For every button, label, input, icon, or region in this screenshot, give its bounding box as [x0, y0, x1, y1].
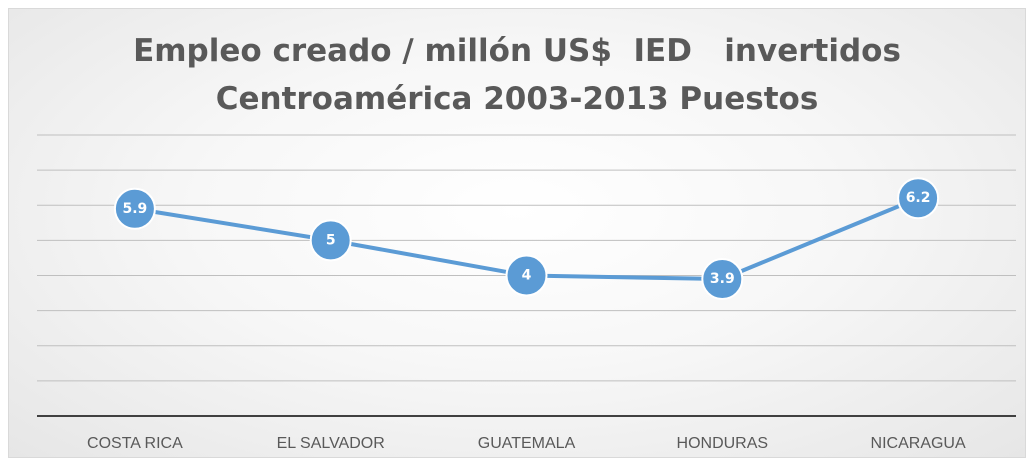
data-point	[113, 187, 156, 230]
data-label: 6.2	[906, 190, 931, 206]
chart-subtitle: Centroamérica 2003-2013 Puestos	[215, 81, 819, 117]
data-label: 3.9	[710, 271, 735, 287]
data-label: 5.9	[122, 201, 147, 217]
x-tick-label: HONDURAS	[677, 435, 769, 452]
data-point	[505, 254, 548, 297]
chart-container: Empleo creado / millón US$ IED invertido…	[8, 8, 1026, 458]
x-tick-label: NICARAGUA	[871, 435, 966, 452]
x-tick-label: GUATEMALA	[478, 435, 576, 452]
x-tick-label: EL SALVADOR	[277, 435, 385, 452]
chart-title: Empleo creado / millón US$ IED invertido…	[133, 33, 901, 69]
data-label: 4	[522, 268, 532, 284]
data-point	[701, 258, 744, 301]
data-point	[897, 177, 940, 220]
x-tick-label: COSTA RICA	[87, 435, 183, 452]
data-label: 5	[326, 232, 336, 248]
data-point	[309, 219, 352, 262]
